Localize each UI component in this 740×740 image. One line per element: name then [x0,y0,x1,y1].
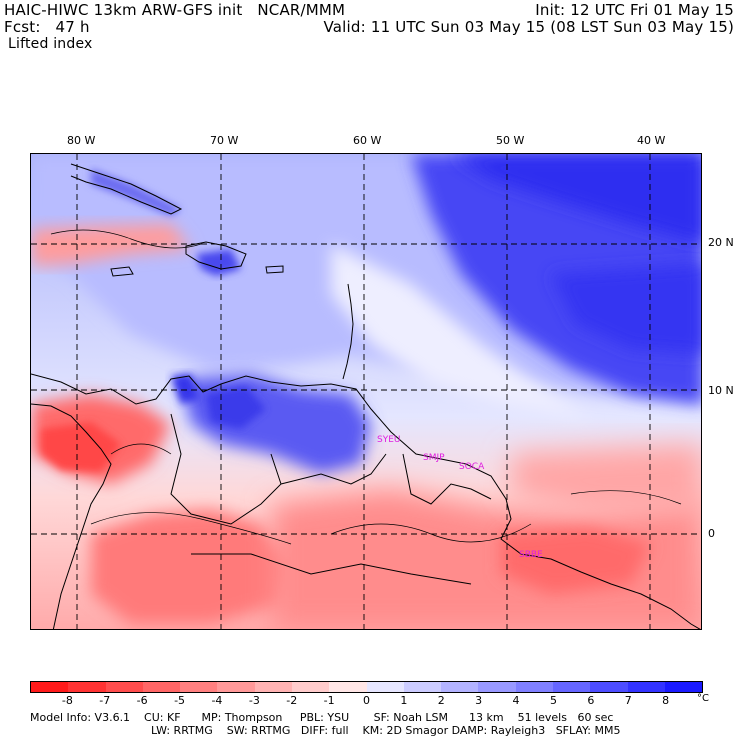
colorbar-tick-label: 4 [512,694,520,707]
colorbar-segment [329,682,367,692]
blue-core-east [551,264,701,354]
coast-puerto-rico [265,265,284,274]
colorbar-segment [478,682,516,692]
colorbar-tick-label: 7 [624,694,632,707]
blue-core-northeast [451,154,701,244]
red-atlantic-south [511,444,701,514]
colorbar-segment [68,682,106,692]
colorbar-tick-label: -8 [61,694,73,707]
colorbar-tick-label: -7 [99,694,111,707]
blue-maracaibo [171,374,199,404]
colorbar-tick-label: -4 [211,694,223,707]
lon-label-40w: 40 W [637,134,666,147]
colorbar-tick-label: 6 [587,694,595,707]
colorbar-tick-label: -1 [323,694,335,707]
colorbar [30,681,703,693]
init-time: Init: 12 UTC Fri 01 May 15 [535,1,734,19]
colorbar-segment [664,682,703,692]
colorbar-tick-label: -3 [248,694,260,707]
colorbar-unit: °C [697,693,709,704]
red-central-america-core [41,422,121,472]
model-info-line2: LW: RRTMG SW: RRTMG DIFF: full KM: 2D Sm… [151,724,621,737]
colorbar-segment [142,682,181,692]
colorbar-labels: -8 -7 -6 -5 -4 -3 -2 -1 0 1 2 3 4 5 6 7 8 [30,694,703,708]
red-colombia [91,509,291,624]
lifted-index-map: SYEU SMJP SOCA SBBE [30,153,702,630]
graticule [31,154,701,629]
colorbar-tick-label: 5 [549,694,557,707]
red-caribbean-west [31,224,191,266]
colorbar-tick-label: -6 [136,694,148,707]
lon-label-70w: 70 W [210,134,239,147]
colorbar-segment [552,682,591,692]
lon-label-50w: 50 W [496,134,525,147]
station-labels: SYEU SMJP SOCA SBBE [377,435,543,560]
lon-label-80w: 80 W [67,134,96,147]
blue-cuba [91,169,181,216]
colorbar-tick-label: 8 [662,694,670,707]
colorbar-tick-label: 0 [363,694,370,707]
colorbar-segment [441,682,479,692]
colorbar-segment [31,682,69,692]
colorbar-tick-label: 2 [437,694,445,707]
station-sbbe: SBBE [519,550,543,560]
blue-hispaniola [196,249,241,276]
border-colombia [170,413,282,525]
colorbar-segment [366,682,404,692]
coast-lesser-antilles [342,283,354,380]
colorbar-segment [403,682,442,692]
lon-label-60w: 60 W [353,134,382,147]
colorbar-segment [217,682,255,692]
colorbar-segment [627,682,665,692]
colorbar-segment [590,682,628,692]
lat-label-20n: 20 N [708,236,734,249]
colorbar-segment [291,682,330,692]
border-venezuela [280,453,387,485]
station-syeu: SYEU [377,435,400,445]
white-band [331,244,591,419]
contours [50,229,682,545]
red-amazon-core [501,526,651,594]
lat-label-10n: 10 N [708,384,734,397]
field-name: Lifted index [8,36,93,52]
colorbar-segment [515,682,553,692]
forecast-hour: Fcst: 47 h [4,18,90,36]
station-smjp: SMJP [423,453,445,463]
model-title: HAIC-HIWC 13km ARW-GFS init NCAR/MMM [4,1,346,19]
colorbar-tick-label: 3 [475,694,483,707]
colorbar-segment [105,682,143,692]
valid-time: Valid: 11 UTC Sun 03 May 15 (08 LST Sun … [323,18,734,36]
coast-cuba [70,163,183,215]
coastlines [31,163,701,629]
colorbar-segment [180,682,218,692]
border-guianas [402,453,492,505]
colorbar-tick-label: -2 [286,694,298,707]
coast-jamaica [110,266,134,277]
colorbar-tick-label: 1 [400,694,408,707]
coast-south-america-north [31,373,701,629]
coast-central-america [31,403,112,629]
lat-label-0: 0 [708,527,715,540]
colorbar-tick-label: -5 [174,694,186,707]
colorbar-segment [254,682,292,692]
border-brazil [191,553,472,585]
station-soca: SOCA [459,462,485,472]
model-info-line1: Model Info: V3.6.1 CU: KF MP: Thompson P… [30,711,614,724]
coast-hispaniola [185,241,247,270]
